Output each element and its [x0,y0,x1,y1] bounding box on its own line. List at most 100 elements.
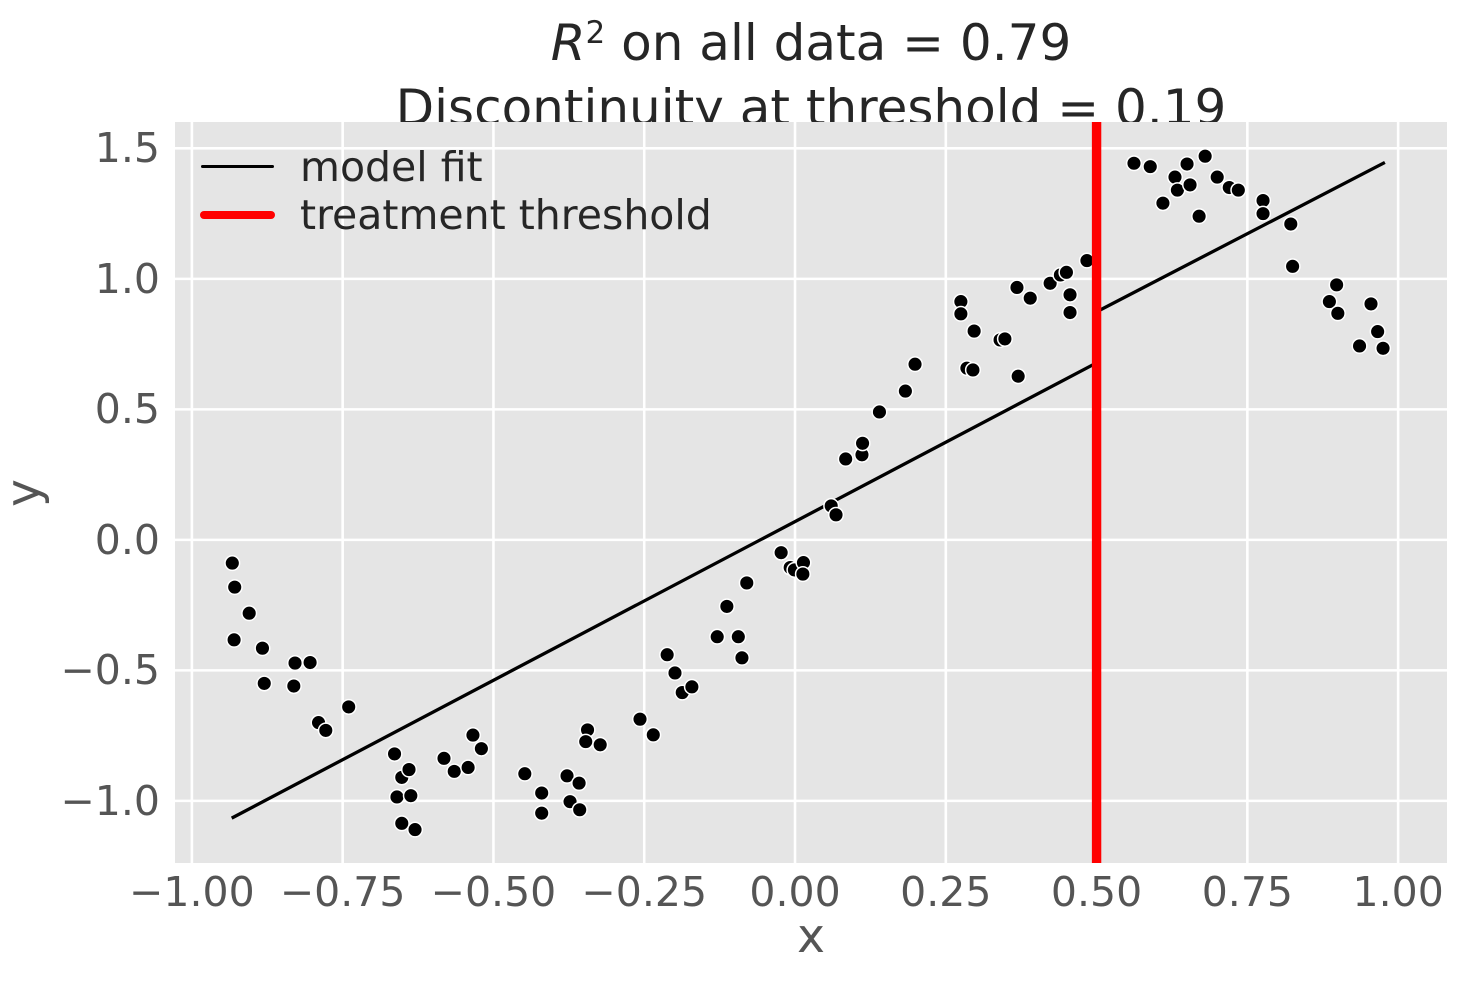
chart-title: R2 on all data = 0.79 Discontinuity at t… [175,14,1447,137]
title-line-1: R2 on all data = 0.79 [175,14,1447,79]
scatter-point [1042,275,1059,292]
title-r-symbol: R [550,14,586,72]
scatter-point [1282,216,1299,233]
scatter-point [683,678,700,695]
scatter-point [1197,148,1214,165]
scatter-point [533,785,550,802]
plot-area: model fit treatment threshold [175,122,1447,863]
scatter-point [402,787,419,804]
scatter-point [317,722,334,739]
scatter-point [964,361,981,379]
y-tick-label: 0.0 [94,515,160,564]
x-tick-label: 0.50 [1050,868,1143,916]
scatter-point [1191,208,1208,225]
scatter-point [1328,276,1345,293]
scatter-point [718,598,735,615]
scatter-point [1362,295,1380,312]
scatter-point [388,788,406,806]
x-tick-label: −0.50 [430,868,557,916]
chart-canvas [175,122,1447,863]
scatter-point [1061,304,1079,321]
scatter-point [224,555,241,572]
scatter-point [1058,264,1075,281]
x-tick-label: −0.25 [581,868,708,916]
model-fit-line [230,160,1386,820]
x-axis-label: x [797,909,825,964]
scatter-point [996,330,1013,347]
scatter-point [533,805,550,822]
scatter-point [226,579,243,596]
scatter-point [446,763,463,780]
scatter-point [1375,340,1392,357]
scatter-point [577,733,594,750]
scatter-point [1010,368,1027,385]
scatter-point [302,654,319,671]
scatter-point [1284,258,1301,275]
scatter-point [1142,158,1159,175]
x-tick-label: 0.75 [1201,868,1293,916]
scatter-point [1008,279,1026,296]
scatter-point [1154,195,1171,212]
scatter-point [406,821,424,838]
y-tick-label: 0.5 [94,385,160,434]
x-tick-label: 1.00 [1352,868,1444,916]
scatter-point [340,698,357,715]
scatter-point [709,628,726,645]
scatter-point [241,605,258,622]
scatter-point [571,801,588,818]
scatter-point [730,628,747,645]
scatter-point [952,305,969,322]
scatter-point [571,775,588,792]
y-tick-label: −1.0 [60,776,160,825]
scatter-point [285,677,302,695]
scatter-point [1061,286,1079,303]
scatter-point [464,727,481,744]
scatter-point [1166,169,1184,186]
scatter-point [393,815,410,832]
scatter-point [1125,155,1143,172]
scatter-point [558,767,576,784]
scatter-point [473,740,490,757]
x-tick-label: 0.25 [900,868,992,916]
scatter-point [1369,323,1386,340]
scatter-point [1329,305,1346,322]
scatter-point [1351,337,1368,354]
scatter-point [1254,205,1272,222]
y-tick-label: 1.0 [94,254,160,303]
x-tick-label: −0.75 [279,868,406,916]
scatter-point [666,664,684,682]
title-r-exponent: 2 [585,14,606,51]
y-tick-label: −0.5 [60,646,160,695]
scatter-point [226,631,243,648]
scatter-point [516,765,533,782]
scatter-point [854,435,871,452]
scatter-point [1230,182,1247,199]
scatter-point [1209,169,1226,186]
scatter-point [871,403,888,421]
scatter-point [1182,176,1199,193]
x-tick-label: −1.00 [129,868,255,916]
scatter-point [794,566,811,583]
scatter-point [906,356,924,373]
scatter-point [254,640,271,657]
scatter-point [400,761,418,778]
scatter-point [645,726,662,743]
y-tick-label: 1.5 [94,124,160,173]
scatter-point [592,736,609,753]
scatter-point [386,745,403,762]
scatter-point [897,383,914,400]
scatter-point [827,506,845,523]
scatter-point [773,544,790,561]
scatter-point [435,750,453,767]
scatter-point [460,759,477,776]
title-line-1-text: on all data = 0.79 [605,14,1072,72]
scatter-point [659,646,676,663]
scatter-point [966,323,983,340]
x-tick-label: 0.00 [749,868,841,916]
scatter-point [1179,155,1196,173]
scatter-point [631,711,649,728]
scatter-point [1022,290,1039,307]
scatter-point [1321,293,1338,310]
scatter-point [837,450,854,468]
